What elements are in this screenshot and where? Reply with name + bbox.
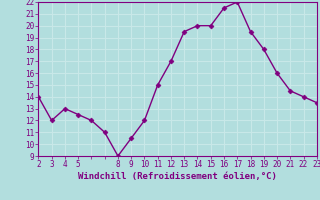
X-axis label: Windchill (Refroidissement éolien,°C): Windchill (Refroidissement éolien,°C) bbox=[78, 172, 277, 181]
